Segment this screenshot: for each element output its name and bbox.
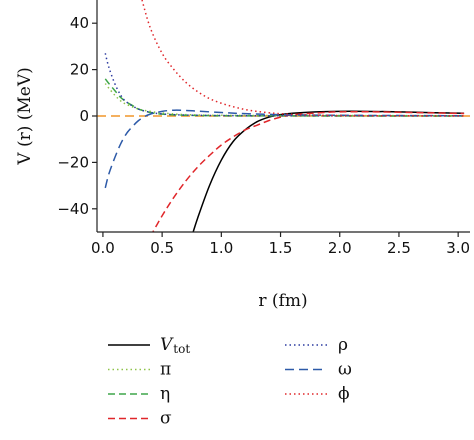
legend-label: Vtot	[160, 335, 190, 356]
series-line-vtot	[192, 110, 465, 232]
y-tick-label: 40	[70, 14, 89, 32]
x-tick-label: 3.0	[446, 239, 470, 257]
x-tick-label: 0.0	[91, 239, 115, 257]
legend-label: π	[160, 360, 171, 380]
series-line-sigma	[152, 110, 465, 232]
legend-label: ϕ	[338, 384, 350, 404]
y-tick-label: 0	[79, 107, 89, 125]
legend-item-pi: π	[108, 360, 171, 380]
series-line-rho	[104, 53, 465, 117]
x-tick-label: 2.0	[328, 239, 352, 257]
legend-label: σ	[160, 409, 172, 429]
legend-item-vtot: Vtot	[108, 335, 190, 356]
y-tick-label: −40	[57, 200, 89, 218]
axes: 0.0 0.5 1.0 1.5 2.0 2.5 3.0 −40 −20 0 20 40	[57, 0, 470, 257]
legend-item-phi: ϕ	[285, 384, 350, 404]
x-tick-label: 2.5	[387, 239, 411, 257]
plot-area	[97, 0, 470, 232]
x-tick-label: 1.5	[269, 239, 293, 257]
series-line-phi	[141, 0, 465, 117]
series-line-pi	[104, 83, 465, 117]
x-tick-label: 1.0	[209, 239, 233, 257]
legend-label: ρ	[338, 335, 348, 355]
legend-item-eta: η	[108, 384, 170, 404]
legend-item-omega: ω	[285, 360, 352, 380]
legend-item-sigma: σ	[108, 409, 172, 429]
y-tick-label: −20	[57, 153, 89, 171]
legend-item-rho: ρ	[285, 335, 348, 355]
y-tick-label: 20	[70, 61, 89, 79]
series-line-eta	[104, 78, 465, 117]
legend: Vtot πησ ρωϕ	[108, 335, 352, 429]
legend-label: ω	[338, 360, 352, 380]
x-axis-label: r (fm)	[258, 291, 307, 311]
legend-label: η	[160, 384, 170, 404]
series-line-omega	[104, 109, 465, 189]
x-tick-label: 0.5	[150, 239, 174, 257]
y-axis-label: V (r) (MeV)	[15, 67, 35, 165]
